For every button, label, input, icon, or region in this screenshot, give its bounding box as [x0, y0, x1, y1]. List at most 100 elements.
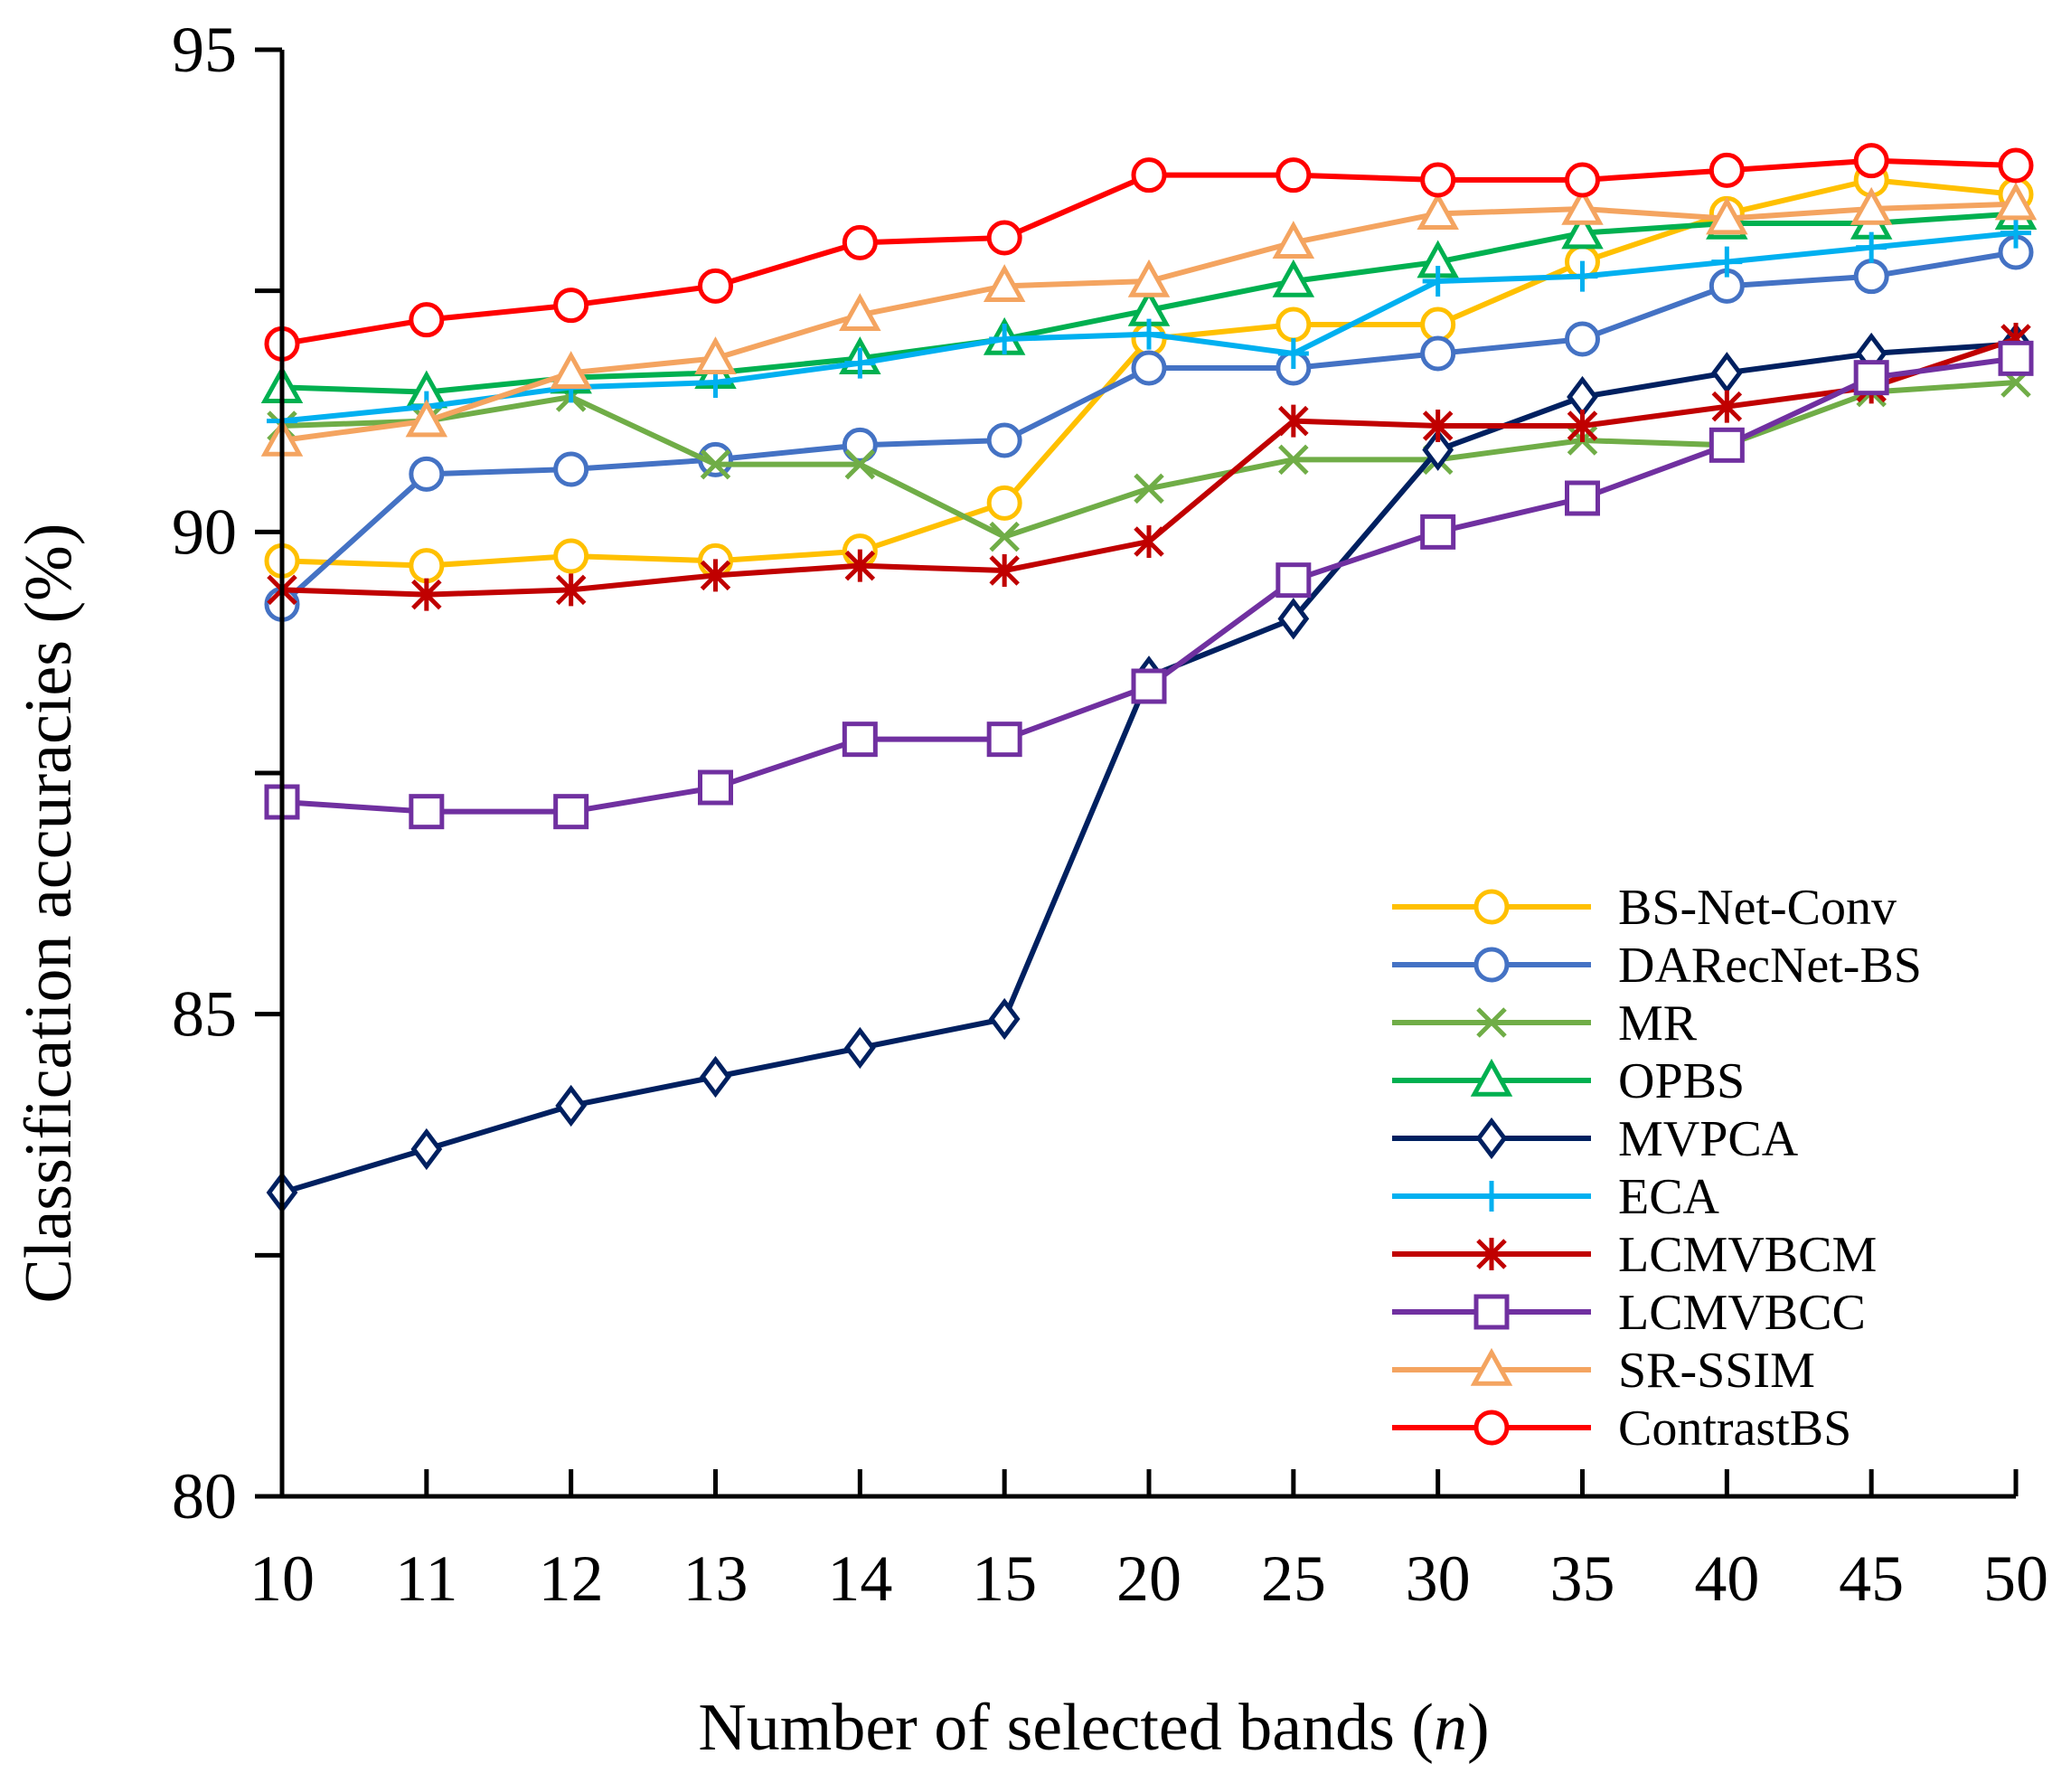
- legend-label: BS-Net-Conv: [1618, 880, 1897, 936]
- data-point-mvpca: [1422, 429, 1454, 471]
- data-point-sr-ssim: [550, 351, 592, 390]
- data-point-contrastbs: [1131, 157, 1167, 193]
- data-point-sr-ssim: [1850, 186, 1893, 225]
- legend-marker: [1473, 1410, 1510, 1446]
- data-point-eca: [1277, 338, 1309, 369]
- data-point-mvpca: [1277, 598, 1310, 640]
- series-darecnet-bs: [264, 234, 2034, 622]
- data-point-contrastbs: [1565, 162, 1600, 198]
- x-tick-label: 10: [249, 1542, 315, 1615]
- data-point-eca: [1711, 246, 1743, 278]
- data-point-sr-ssim: [405, 399, 448, 438]
- data-point-sr-ssim: [1706, 196, 1748, 235]
- series-line-lcmvbcc: [281, 355, 2017, 815]
- data-point-darecnet-bs: [1420, 335, 1456, 372]
- legend-marker: [1475, 1117, 1508, 1160]
- legend-item-sr-ssim: SR-SSIM: [1392, 1343, 1815, 1399]
- data-point-eca: [1856, 231, 1887, 263]
- legend-marker: [1470, 1058, 1513, 1097]
- data-point-bs-net-conv: [986, 485, 1022, 521]
- data-point-mr: [700, 448, 731, 480]
- data-point-darecnet-bs: [1853, 259, 1889, 295]
- data-point-lcmvbcm: [1422, 410, 1454, 442]
- legend-item-eca: ECA: [1392, 1169, 1720, 1225]
- data-point-sr-ssim: [1994, 182, 2038, 221]
- x-axis-title-variable: n: [1434, 1691, 1467, 1765]
- data-point-contrastbs: [1853, 143, 1889, 179]
- legend-label: DARecNet-BS: [1618, 938, 1922, 994]
- x-tick-label: 25: [1261, 1542, 1326, 1615]
- data-point-contrastbs: [1276, 157, 1312, 193]
- data-point-contrastbs: [698, 268, 733, 304]
- x-tick-label: 11: [395, 1542, 457, 1615]
- legend-label: MR: [1618, 995, 1698, 1052]
- data-point-lcmvbcc: [1565, 480, 1600, 516]
- data-point-contrastbs: [1998, 147, 2034, 184]
- data-point-lcmvbcm: [1134, 525, 1164, 558]
- data-point-mr: [844, 448, 876, 480]
- y-tick-label: 85: [172, 978, 237, 1051]
- data-point-contrastbs: [842, 224, 878, 260]
- data-point-sr-ssim: [983, 264, 1026, 303]
- data-point-mvpca: [1567, 375, 1598, 419]
- legend-marker: [1473, 1294, 1510, 1330]
- data-point-contrastbs: [1709, 152, 1745, 188]
- data-point-mvpca: [843, 1026, 876, 1070]
- data-point-lcmvbcc: [698, 769, 733, 806]
- data-point-sr-ssim: [1127, 259, 1171, 297]
- data-point-opbs: [1561, 211, 1604, 250]
- data-point-bs-net-conv: [1276, 307, 1312, 343]
- x-tick-label: 50: [1983, 1542, 2048, 1615]
- legend-item-mvpca: MVPCA: [1392, 1111, 1799, 1167]
- data-point-sr-ssim: [1417, 192, 1459, 231]
- data-point-sr-ssim: [839, 293, 881, 332]
- data-point-darecnet-bs: [986, 422, 1022, 458]
- legend-marker: [1473, 947, 1510, 983]
- legend-label: ContrastBS: [1618, 1401, 1851, 1457]
- data-point-darecnet-bs: [553, 451, 589, 487]
- data-point-mvpca: [1710, 352, 1743, 394]
- data-point-eca: [989, 324, 1021, 354]
- series-lcmvbcc: [264, 340, 2034, 830]
- data-point-mr: [989, 521, 1020, 552]
- legend-marker: [1476, 1181, 1507, 1212]
- data-point-eca: [2000, 217, 2031, 249]
- data-point-mr: [1134, 473, 1164, 505]
- data-point-lcmvbcc: [1276, 562, 1312, 599]
- y-tick-label: 90: [172, 495, 237, 568]
- data-point-darecnet-bs: [409, 456, 445, 492]
- data-point-sr-ssim: [1561, 186, 1604, 225]
- data-point-contrastbs: [986, 220, 1022, 256]
- legend-item-lcmvbcm: LCMVBCM: [1392, 1227, 1877, 1283]
- legend-label: ECA: [1618, 1169, 1720, 1225]
- data-point-contrastbs: [409, 302, 445, 338]
- legend-label: SR-SSIM: [1618, 1343, 1815, 1399]
- data-point-mr: [1278, 444, 1309, 476]
- legend-marker: [1473, 889, 1510, 925]
- y-ticks: 80 85 90 95: [172, 14, 282, 1533]
- data-point-lcmvbcc: [1998, 340, 2034, 376]
- y-axis-title: Classification accuracies (%): [12, 523, 86, 1304]
- x-axis-title-suffix: ): [1467, 1691, 1490, 1765]
- x-tick-label: 12: [539, 1542, 604, 1615]
- legend-label: MVPCA: [1618, 1111, 1799, 1167]
- data-point-eca: [1567, 260, 1598, 292]
- data-point-sr-ssim: [694, 336, 737, 375]
- legend-item-opbs: OPBS: [1392, 1053, 1745, 1109]
- data-point-lcmvbcm: [411, 578, 442, 611]
- x-ticks: 10 11 12 13 14 15 20 25 30 35 40 45 50: [249, 1469, 2048, 1615]
- x-tick-label: 13: [683, 1542, 748, 1615]
- data-point-contrastbs: [1420, 162, 1456, 198]
- x-tick-label: 45: [1839, 1542, 1904, 1615]
- data-point-lcmvbcm: [700, 559, 731, 592]
- series-mr: [267, 367, 2031, 552]
- legend-label: OPBS: [1618, 1053, 1745, 1109]
- legend-label: LCMVBCC: [1618, 1285, 1866, 1341]
- data-point-lcmvbcc: [842, 722, 878, 758]
- series-mvpca: [266, 323, 2032, 1214]
- y-tick-label: 80: [172, 1460, 237, 1533]
- legend-item-darecnet-bs: DARecNet-BS: [1392, 938, 1922, 994]
- data-point-sr-ssim: [1272, 221, 1315, 259]
- legend: BS-Net-ConvDARecNet-BSMROPBSMVPCAECALCMV…: [1392, 880, 1922, 1457]
